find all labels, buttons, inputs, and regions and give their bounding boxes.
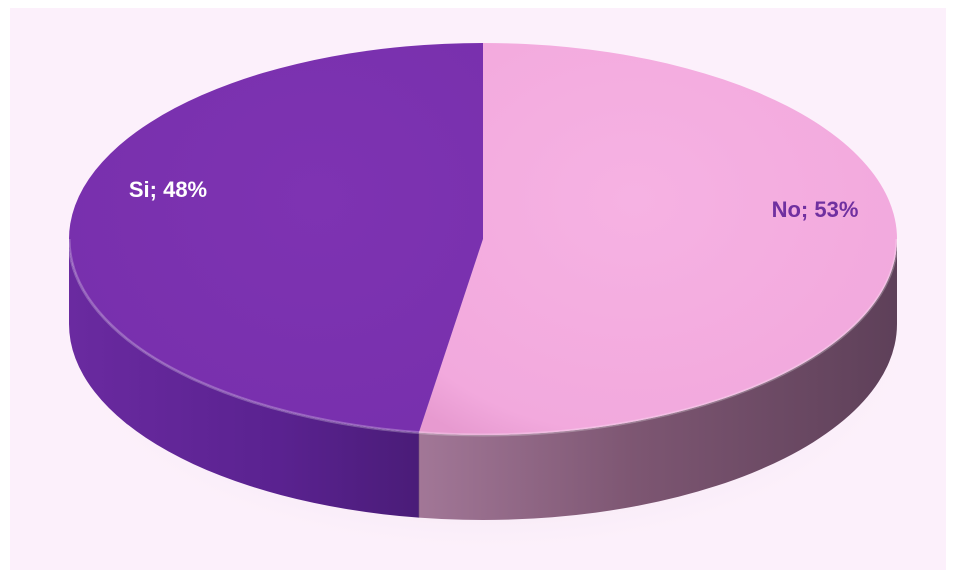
data-label-si: Si; 48% [129,177,207,202]
pie-side-no [418,239,897,520]
pie-slice-no [418,43,898,435]
pie-side-si [69,239,419,518]
data-label-no: No; 53% [772,197,859,222]
pie-rim-highlight [67,238,899,437]
pie-slice-si [69,43,483,433]
